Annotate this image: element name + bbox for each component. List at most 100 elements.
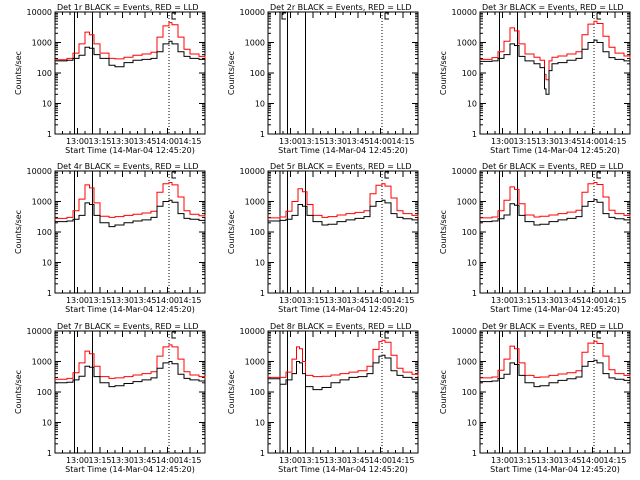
panel-det-2: Det 2r BLACK = Events, RED = LLD 1 10 100 10… — [227, 3, 419, 155]
series-lld-line — [480, 182, 631, 219]
y-tick-label: 10 — [255, 419, 265, 428]
x-tick-label: 14:15 — [391, 296, 414, 305]
panel-title: Det 9r BLACK = Events, RED = LLD — [482, 322, 624, 331]
y-tick-label: 10000 — [240, 167, 265, 176]
x-tick-label: 13:45 — [346, 137, 369, 146]
y-tick-label: 1 — [47, 130, 52, 139]
y-tick-label: 1000 — [32, 198, 52, 207]
series-events-line — [480, 199, 631, 226]
x-axis-label: Start Time (14-Mar-04 12:45:20) — [65, 465, 195, 474]
y-tick-label: 1 — [47, 449, 52, 458]
series-lld-line — [268, 339, 419, 378]
x-tick-label: 13:15 — [513, 137, 536, 146]
series-lld-line — [55, 182, 206, 219]
x-tick-label: 14:00 — [156, 296, 179, 305]
y-tick-label: 100 — [37, 69, 52, 78]
x-tick-label: 14:15 — [178, 456, 201, 465]
x-tick-label: 14:00 — [581, 137, 604, 146]
y-axis-label: Counts/sec — [439, 51, 448, 95]
y-tick-label: 100 — [462, 388, 477, 397]
plot-frame — [267, 330, 419, 454]
x-tick-label: 13:00 — [279, 456, 302, 465]
panel-title: Det 8r BLACK = Events, RED = LLD — [270, 322, 412, 331]
x-tick-label: 14:00 — [369, 137, 392, 146]
series-events-line — [55, 40, 206, 68]
plot-frame — [54, 330, 206, 454]
x-tick-label: 14:00 — [156, 456, 179, 465]
marker-bracket — [596, 171, 601, 179]
y-axis-label: Counts/sec — [14, 370, 23, 414]
series-lld-line — [480, 20, 631, 81]
x-tick-label: 13:45 — [346, 456, 369, 465]
series-lld-line — [268, 183, 419, 219]
y-tick-label: 1000 — [457, 358, 477, 367]
y-tick-label: 100 — [462, 69, 477, 78]
x-tick-label: 13:45 — [558, 137, 581, 146]
series-events-line — [55, 199, 206, 228]
y-tick-label: 100 — [250, 69, 265, 78]
series-lld-line — [55, 22, 206, 61]
x-tick-label: 13:30 — [111, 456, 134, 465]
x-axis-label: Start Time (14-Mar-04 12:45:20) — [490, 305, 620, 314]
y-tick-label: 1 — [260, 449, 265, 458]
x-tick-label: 14:00 — [156, 137, 179, 146]
plot-frame — [479, 170, 631, 294]
x-tick-label: 13:30 — [324, 137, 347, 146]
x-tick-label: 13:15 — [88, 456, 111, 465]
y-tick-label: 10 — [42, 259, 52, 268]
y-axis-label: Counts/sec — [14, 51, 23, 95]
plot-frame — [54, 170, 206, 294]
y-axis-label: Counts/sec — [14, 210, 23, 254]
y-tick-label: 10 — [42, 419, 52, 428]
x-tick-label: 13:15 — [513, 456, 536, 465]
panel-det-6: Det 6r BLACK = Events, RED = LLD 1 10 100 10… — [439, 162, 631, 314]
y-tick-label: 1000 — [245, 358, 265, 367]
y-tick-label: 100 — [37, 388, 52, 397]
x-tick-label: 13:15 — [301, 296, 324, 305]
x-tick-label: 14:15 — [178, 296, 201, 305]
x-tick-label: 13:45 — [346, 296, 369, 305]
marker-bracket — [171, 331, 176, 339]
panel-title: Det 7r BLACK = Events, RED = LLD — [57, 322, 199, 331]
marker-bracket — [171, 171, 176, 179]
y-tick-label: 1 — [472, 449, 477, 458]
x-axis-label: Start Time (14-Mar-04 12:45:20) — [278, 146, 408, 155]
plot-frame — [267, 170, 419, 294]
plot-frame — [54, 11, 206, 135]
panel-det-4: Det 4r BLACK = Events, RED = LLD 1 10 100 10… — [14, 162, 206, 314]
series-lld-line — [480, 340, 631, 379]
panel-det-9: Det 9r BLACK = Events, RED = LLD 1 10 100 10… — [439, 322, 631, 474]
panel-title: Det 3r BLACK = Events, RED = LLD — [482, 3, 624, 12]
x-tick-label: 13:15 — [513, 296, 536, 305]
panel-title: Det 6r BLACK = Events, RED = LLD — [482, 162, 624, 171]
y-tick-label: 10000 — [240, 327, 265, 336]
x-axis-label: Start Time (14-Mar-04 12:45:20) — [490, 465, 620, 474]
y-tick-label: 100 — [250, 228, 265, 237]
y-tick-label: 10 — [255, 259, 265, 268]
x-tick-label: 13:45 — [133, 296, 156, 305]
y-axis-label: Counts/sec — [227, 370, 236, 414]
x-tick-label: 13:30 — [536, 296, 559, 305]
plot-frame — [267, 11, 419, 135]
y-tick-label: 1 — [472, 130, 477, 139]
panel-title: Det 2r BLACK = Events, RED = LLD — [270, 3, 412, 12]
y-tick-label: 1 — [472, 289, 477, 298]
series-lld-line — [55, 344, 206, 380]
y-tick-label: 1 — [47, 289, 52, 298]
x-tick-label: 14:00 — [369, 296, 392, 305]
x-tick-label: 14:15 — [603, 296, 626, 305]
series-events-line — [55, 361, 206, 388]
x-tick-label: 13:45 — [133, 456, 156, 465]
y-tick-label: 10 — [467, 259, 477, 268]
panel-title: Det 5r BLACK = Events, RED = LLD — [270, 162, 412, 171]
y-tick-label: 1 — [260, 130, 265, 139]
x-tick-label: 13:30 — [536, 137, 559, 146]
y-tick-label: 10000 — [27, 167, 52, 176]
x-tick-label: 13:00 — [279, 296, 302, 305]
y-tick-label: 10 — [255, 100, 265, 109]
x-tick-label: 13:45 — [133, 137, 156, 146]
y-tick-label: 10000 — [240, 8, 265, 17]
x-tick-label: 13:45 — [558, 456, 581, 465]
x-axis-label: Start Time (14-Mar-04 12:45:20) — [65, 305, 195, 314]
y-tick-label: 1000 — [32, 358, 52, 367]
